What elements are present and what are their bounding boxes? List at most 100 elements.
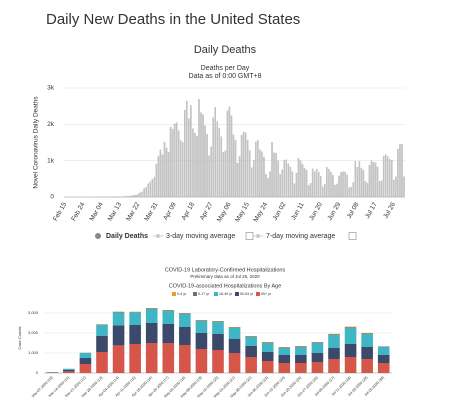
x-tick-label: May 15 <box>234 201 251 223</box>
bar-segment <box>112 312 125 326</box>
bar <box>202 114 204 198</box>
bar-segment <box>228 328 241 339</box>
bar <box>389 159 391 198</box>
bar-segment <box>179 327 191 345</box>
bar-segment <box>212 350 224 373</box>
x-tick-label: Jun 11 <box>290 201 306 221</box>
bar <box>336 183 338 198</box>
bar-segment <box>278 347 291 348</box>
legend-marker <box>256 234 260 238</box>
bar-segment <box>344 326 357 328</box>
bar <box>267 178 269 198</box>
bar <box>155 163 158 198</box>
bar <box>129 195 131 198</box>
bar-segment <box>245 357 257 373</box>
bar <box>356 167 359 198</box>
legend-swatch <box>256 292 260 296</box>
bar <box>149 181 152 198</box>
bar <box>214 107 216 198</box>
legend-label: 7-day moving average <box>266 233 335 240</box>
bar-segment <box>179 313 191 314</box>
bar <box>382 155 385 198</box>
bar <box>244 132 247 198</box>
bar <box>279 174 281 198</box>
bar <box>320 176 322 198</box>
bar-segment <box>228 353 241 373</box>
bar-segment <box>145 343 158 373</box>
bar <box>125 196 127 198</box>
bar-segment <box>245 346 257 357</box>
bar-segment <box>96 352 108 373</box>
x-tick-label: Mar 22 <box>125 201 141 222</box>
bar <box>200 112 202 198</box>
bar <box>328 169 330 198</box>
bar-segment <box>361 359 373 373</box>
bar-segment <box>261 352 274 361</box>
bar-segment <box>278 363 291 373</box>
x-tick-label: Jul 08 <box>346 201 361 220</box>
bar <box>273 152 275 198</box>
bar-segment <box>145 308 158 309</box>
chart-subtitle: Preliminary data as of Jul 25, 2020 <box>190 274 260 279</box>
bar <box>184 110 186 198</box>
bar-segment <box>145 323 158 343</box>
bar-segment <box>328 359 340 373</box>
bar <box>226 110 229 198</box>
bar <box>376 166 379 198</box>
bar-segment <box>179 314 191 327</box>
x-tick-label: Jun 20 <box>308 201 324 222</box>
bar <box>324 184 326 198</box>
bar <box>222 152 225 198</box>
bar-segment <box>162 324 175 343</box>
bar-segment <box>261 343 274 352</box>
bar-segment <box>195 320 208 321</box>
bar <box>167 151 170 198</box>
bar <box>153 176 156 198</box>
bar <box>289 166 292 198</box>
bar-segment <box>228 327 241 328</box>
bar <box>281 169 283 198</box>
x-tick-label: May 24 <box>252 201 269 223</box>
bar <box>242 131 245 198</box>
bar-segment <box>261 342 274 343</box>
bar-segment <box>212 321 224 322</box>
bar-segment <box>145 309 158 323</box>
y-tick-label: 1,000 <box>28 350 39 355</box>
bar <box>261 151 263 198</box>
chart-title: Daily Deaths <box>194 44 257 56</box>
bar <box>253 160 255 198</box>
bar <box>246 139 249 198</box>
page-title: Daily New Deaths in the United States <box>46 11 300 28</box>
y-tick-label: 0 <box>36 370 39 375</box>
bar <box>362 170 365 198</box>
y-tick-label: 0 <box>50 194 54 201</box>
bar <box>179 140 182 198</box>
bar-segment <box>295 347 307 355</box>
bar <box>250 167 253 198</box>
bar <box>293 183 296 198</box>
bar <box>378 181 381 198</box>
bar <box>204 125 206 198</box>
bar-segment <box>179 345 191 373</box>
bar <box>175 122 178 198</box>
bar <box>210 146 212 198</box>
bar <box>358 161 361 198</box>
x-tick-label: Apr 27 <box>199 201 215 221</box>
bar <box>143 188 145 198</box>
bar <box>395 176 397 198</box>
bar-segment <box>79 358 92 364</box>
bar-segment <box>63 368 75 370</box>
bar-segment <box>328 335 340 348</box>
bar-segment <box>245 337 257 346</box>
bar-segment <box>96 325 108 336</box>
y-tick-label: 3,000 <box>28 310 39 315</box>
bar <box>393 179 395 198</box>
bar-segment <box>361 334 373 347</box>
bar-segment <box>377 347 390 355</box>
y-tick-label: 1k <box>47 157 55 164</box>
bar <box>380 180 383 198</box>
bar-segment <box>311 362 324 373</box>
bar-segment <box>278 348 291 355</box>
x-tick-label: Feb 15 <box>52 201 68 222</box>
bar-segment <box>162 343 175 373</box>
